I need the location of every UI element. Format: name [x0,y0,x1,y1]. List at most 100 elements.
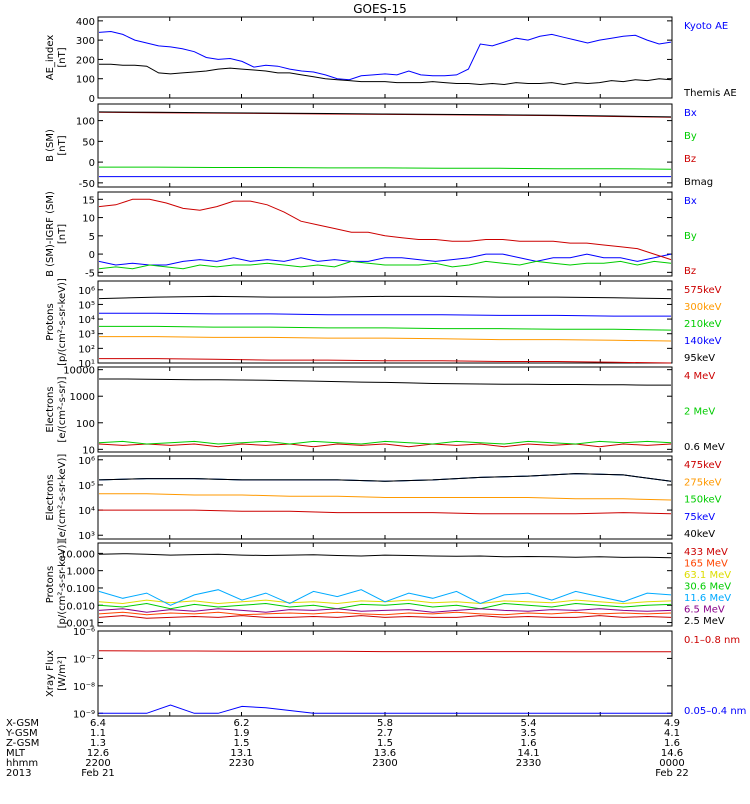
footer-value: 4.9 [664,718,680,729]
panel-5-ytick-label: 10³ [78,531,95,542]
panel-6-ytick-label: 0.010 [66,601,95,612]
footer-value: 6.2 [234,718,250,729]
series-line-210kev [99,325,672,331]
footer-value: 1.5 [234,738,250,749]
legend-bz: Bz [684,154,696,165]
panel-3-ylabel: Protons [45,303,56,340]
series-line-275kev [99,493,672,501]
panel-3-ytick-label: 10⁵ [78,300,95,311]
panel-0-ytick-label: 400 [76,17,95,28]
panel-4-ylabel-units: [e/(cm²-s-sr)] [57,376,68,442]
panel-4-ytick-label: 100 [76,419,95,430]
panel-0-ytick-label: 100 [76,75,95,86]
series-line-575kev [99,358,672,364]
footer-value: 1.3 [90,738,106,749]
footer-label: hhmm [6,758,38,769]
legend-11-6-mev: 11.6 MeV [684,593,731,604]
panel-3-ytick-label: 10⁴ [78,315,95,326]
series-line-2-mev [98,440,672,445]
footer-value: 0000 [659,758,684,769]
panel-2-ytick-label: -5 [85,268,95,279]
series-line-4-mev [98,443,672,448]
legend-150kev: 150keV [684,495,722,506]
series-line-433-mev [98,615,672,619]
panel-2-ytick-label: 10 [82,214,95,225]
panel-6-ylabel: Protons [45,566,56,603]
series-line-40kev [98,473,672,482]
panel-2-ylabel: B (SM)-IGRF (SM) [45,191,56,277]
legend-165-mev: 165 MeV [684,559,728,570]
legend-bmag: Bmag [684,177,713,188]
panel-3-ylabel-units: [p/(cm²-s-sr-keV)] [57,278,68,366]
panel-6-ytick-label: 0.001 [66,619,95,630]
series-line-6-5-mev [98,608,672,613]
legend-475kev: 475keV [684,460,722,471]
panel-5-ytick-label: 10⁵ [78,481,95,492]
footer-label: Y-GSM [5,728,38,739]
panel-7-frame [97,630,673,717]
panel-1-ylabel: B (SM) [45,129,56,162]
legend-275kev: 275keV [684,477,722,488]
footer-label: Z-GSM [6,738,39,749]
panel-0-ytick-label: 0 [89,94,95,105]
series-line-0-6-mev [99,378,671,386]
series-line-30-6-mev [98,602,672,610]
series-line-themis-ae [99,63,672,86]
footer-value: 5.4 [521,718,537,729]
legend-575kev: 575keV [684,285,722,296]
footer-value: 1.6 [521,738,537,749]
panel-2-ytick-label: 0 [89,250,95,261]
series-line-75kev [98,473,672,482]
panel-3-ytick-label: 10⁶ [78,286,95,297]
footer-value: 13.1 [230,748,252,759]
footer-value: 2300 [372,758,397,769]
footer-value: 1.5 [377,738,393,749]
legend-by: By [684,131,697,142]
panel-7-ytick-label: 10⁻⁶ [73,627,95,638]
series-line-kyoto-ae [98,30,672,81]
panel-3-ytick-label: 10² [78,344,95,355]
panel-0-ytick-label: 200 [76,55,95,66]
panel-3-ytick-label: 10³ [78,330,95,341]
panel-4-ytick-label: 10000 [63,366,95,377]
panel-1-ytick-label: 100 [76,117,95,128]
panel-4-ytick-label: 1000 [70,392,95,403]
chart-title: GOES-15 [353,2,407,16]
legend-0-6-mev: 0.6 MeV [684,442,725,453]
footer-value: 3.5 [521,728,537,739]
footer-label: MLT [6,748,26,759]
legend-75kev: 75keV [684,512,715,523]
legend-bx: Bx [684,196,697,207]
panel-7-ytick-label: 10⁻⁷ [73,654,95,665]
panel-2-ylabel-units: [nT] [57,224,68,244]
panel-5-ytick-label: 10⁶ [78,456,95,467]
series-line-bx [98,253,672,266]
footer-value: 2.7 [377,728,393,739]
panel-7-ylabel-units: [W/m²] [57,656,68,691]
footer-value: 1.1 [90,728,106,739]
footer-value: 13.6 [374,748,396,759]
legend-63-1-mev: 63.1 MeV [684,570,731,581]
footer-value: 2330 [516,758,541,769]
series-line-95kev [98,295,672,300]
footer-value: 5.8 [377,718,393,729]
footer-value: 2230 [229,758,254,769]
panel-7-ytick-label: 10⁻⁸ [73,682,95,693]
panel-7-ylabel: Xray Flux [45,650,56,697]
panel-6-ylabel-units: [p/(cm²-s-sr-keV)] [57,541,68,629]
panel-1-ytick-label: -50 [79,179,95,190]
series-line-300kev [99,336,672,342]
panel-4-ylabel: Electrons [45,386,56,432]
panel-2-ytick-label: 5 [89,232,95,243]
series-line-by [99,166,672,170]
footer-value: Feb 21 [81,768,115,779]
panel-3-frame [97,280,673,364]
legend-2-mev: 2 MeV [684,407,715,418]
panel-0-frame [97,16,673,99]
footer-value: Feb 22 [655,768,689,779]
legend-40kev: 40keV [684,529,715,540]
panel-0-ytick-label: 300 [76,36,95,47]
panel-1-ytick-label: 0 [89,158,95,169]
series-line-2-5-mev [98,553,672,559]
